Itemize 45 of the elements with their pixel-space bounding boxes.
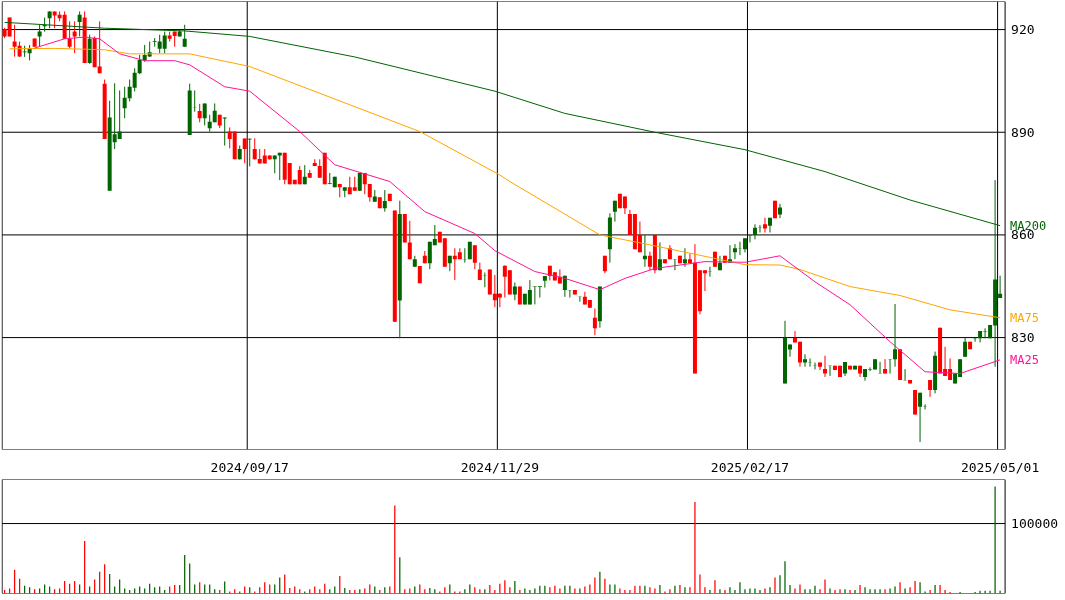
candlestick: [537, 285, 542, 299]
candlestick: [472, 244, 477, 270]
x-tick-label: 2025/02/17: [710, 459, 790, 475]
y-tick-label: 100000: [1011, 516, 1059, 532]
candlestick: [823, 355, 828, 378]
candlestick: [462, 247, 467, 264]
candlestick: [592, 307, 597, 336]
series-label: MA25: [1010, 352, 1040, 367]
candlestick: [182, 24, 187, 48]
y-tick-label: 830: [1011, 330, 1035, 346]
candlestick: [67, 20, 72, 49]
candlestick: [122, 86, 127, 119]
y-tick-label: 890: [1011, 124, 1035, 140]
series-label: MA75: [1010, 310, 1040, 325]
candlestick: [878, 361, 883, 375]
candlestick: [222, 117, 227, 147]
candlestick: [798, 341, 802, 368]
candlestick: [197, 103, 202, 123]
candlestick: [883, 358, 888, 375]
candlestick: [382, 189, 387, 213]
candlestick: [767, 217, 772, 234]
candlestick: [752, 223, 757, 240]
candlestick: [893, 303, 898, 368]
candlestick: [277, 152, 282, 181]
candlestick: [682, 247, 687, 268]
candlestick: [918, 392, 923, 443]
line-series: [34, 36, 1001, 375]
x-tick-label: 2025/05/01: [960, 459, 1040, 475]
candlestick: [963, 337, 968, 358]
candlestick: [202, 102, 207, 126]
candlestick: [117, 89, 122, 140]
candlestick: [137, 54, 142, 75]
x-tick-label: 2024/09/17: [210, 459, 289, 475]
candlestick: [762, 217, 767, 234]
candlestick: [687, 252, 692, 264]
candlestick: [672, 258, 677, 271]
y-tick-label: 920: [1011, 22, 1035, 38]
candlestick: [242, 137, 247, 164]
x-tick-label: 2024/11/29: [460, 459, 539, 475]
candlestick: [252, 137, 257, 161]
candlestick: [162, 31, 167, 54]
candlestick: [542, 275, 547, 289]
candlestick: [527, 279, 532, 305]
candlestick: [407, 220, 412, 260]
line-series: [9, 47, 1001, 319]
